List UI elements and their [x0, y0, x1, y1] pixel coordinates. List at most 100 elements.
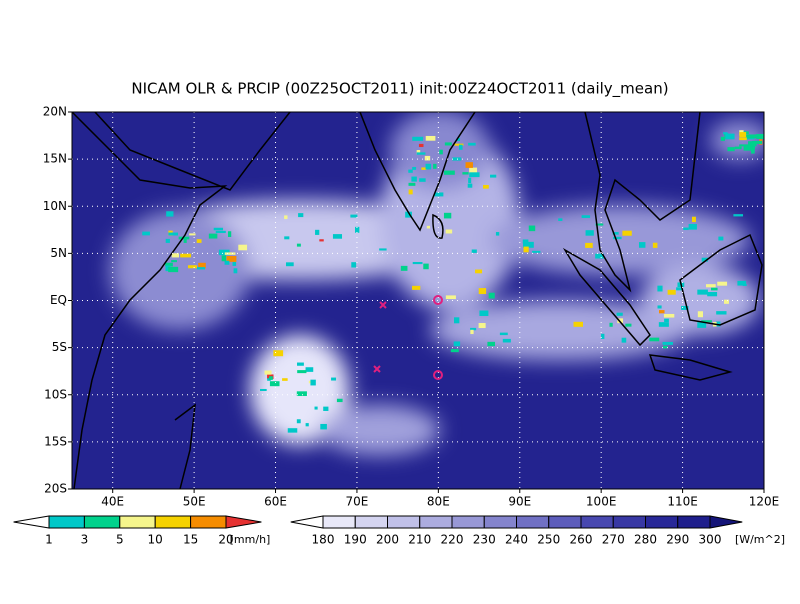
- precip-cell: [412, 261, 423, 265]
- lon-label: 40E: [101, 495, 124, 509]
- precip-cell: [419, 178, 426, 182]
- precip-cell: [315, 229, 320, 235]
- station-markers: [373, 295, 443, 380]
- precip-cell: [581, 215, 591, 218]
- precip-cell: [743, 131, 749, 135]
- precip-cell: [227, 231, 232, 237]
- colorbar-label: 290: [666, 533, 689, 547]
- precip-cell: [502, 338, 511, 343]
- precip-cell: [737, 280, 747, 286]
- colorbar-box: [516, 515, 550, 529]
- precip-cell: [739, 132, 747, 138]
- precip-cell: [168, 232, 179, 236]
- lat-label: EQ: [50, 293, 67, 307]
- precip-cell: [657, 305, 662, 309]
- colorbar-box: [119, 515, 156, 529]
- precip-cell: [260, 388, 267, 391]
- colorbar-label: 280: [634, 533, 657, 547]
- precip-cell: [691, 216, 696, 223]
- precip-cell: [454, 143, 464, 146]
- precip-cell: [331, 377, 337, 381]
- map-title: NICAM OLR & PRCIP (00Z25OCT2011) init:00…: [131, 80, 668, 99]
- precip-cell: [745, 134, 757, 139]
- precip-cell: [667, 289, 676, 295]
- precip-cell: [238, 244, 248, 251]
- precip-cell: [478, 323, 486, 329]
- map-area: [72, 112, 764, 489]
- precip-cell: [751, 140, 763, 144]
- colorbar-box: [48, 515, 85, 529]
- precip-cell: [319, 239, 324, 242]
- lat-label: 20N: [43, 105, 67, 119]
- precip-cell: [282, 378, 288, 381]
- precip-cell: [142, 231, 150, 236]
- precip-cell: [705, 284, 716, 288]
- precip-cell: [652, 242, 658, 248]
- precip-cell: [523, 246, 529, 253]
- precip-cell: [196, 267, 206, 270]
- precip-cell: [232, 262, 237, 266]
- precip-cell: [701, 257, 708, 262]
- precip-cell: [490, 174, 497, 178]
- precip-cell: [475, 269, 483, 274]
- precip-cell: [412, 136, 424, 141]
- precip-cell: [418, 143, 424, 148]
- precip-cell: [657, 285, 663, 292]
- precip-cell: [425, 135, 436, 141]
- precip-cell: [478, 288, 487, 295]
- precip-cell: [711, 287, 718, 291]
- lon-label: 100E: [586, 495, 617, 509]
- precip-cell: [717, 281, 728, 286]
- precip-cell: [683, 227, 689, 231]
- colorbar-box: [612, 515, 646, 529]
- precip-cell: [716, 311, 727, 315]
- colorbar-arrow: [13, 515, 50, 529]
- precip-cell: [166, 211, 174, 217]
- precip-cell: [595, 223, 604, 226]
- colorbar-label: 240: [505, 533, 528, 547]
- precip-cell: [469, 172, 480, 178]
- precip-cell: [171, 260, 177, 263]
- colorbar-box: [322, 515, 356, 529]
- precip-cell: [658, 310, 665, 314]
- colorbar-box: [548, 515, 582, 529]
- precip-cell: [296, 391, 307, 397]
- precip-cell: [724, 299, 729, 304]
- precip-cell: [470, 327, 477, 331]
- colorbar-box: [83, 515, 121, 529]
- precip-cell: [718, 236, 724, 241]
- precip-cell: [443, 212, 452, 219]
- precip-cell: [558, 218, 563, 221]
- precip-cell: [462, 172, 469, 175]
- precip-cell: [305, 423, 309, 427]
- lat-label: 10N: [43, 199, 67, 213]
- precip-cell: [469, 167, 478, 173]
- precip-cell: [750, 145, 756, 150]
- precip-cell: [305, 367, 314, 372]
- colorbar-box: [154, 515, 192, 529]
- precip-cell: [585, 230, 594, 236]
- lon-label: 80E: [427, 495, 450, 509]
- precip-cell: [445, 295, 456, 300]
- precip-cell: [613, 236, 622, 240]
- colorbar-label: 15: [183, 533, 198, 547]
- colorbar-label: 1: [45, 533, 53, 547]
- precip-cell: [426, 225, 430, 229]
- precip-cell: [218, 249, 230, 256]
- precip-cell: [198, 262, 206, 269]
- precip-cell: [168, 266, 179, 273]
- precip-cell: [171, 253, 180, 258]
- precip-cell: [663, 313, 675, 318]
- lat-label: 20S: [44, 482, 67, 496]
- colorbar-label: 270: [602, 533, 625, 547]
- precip-cell: [701, 320, 712, 323]
- marker-circle: [433, 370, 443, 380]
- precip-cell: [734, 146, 742, 150]
- colorbar-box: [387, 515, 421, 529]
- precip-cell: [196, 239, 202, 243]
- precip-cell: [733, 214, 743, 217]
- colorbar-box: [190, 515, 227, 529]
- precip-cell: [743, 145, 753, 151]
- colorbar-label: 3: [81, 533, 89, 547]
